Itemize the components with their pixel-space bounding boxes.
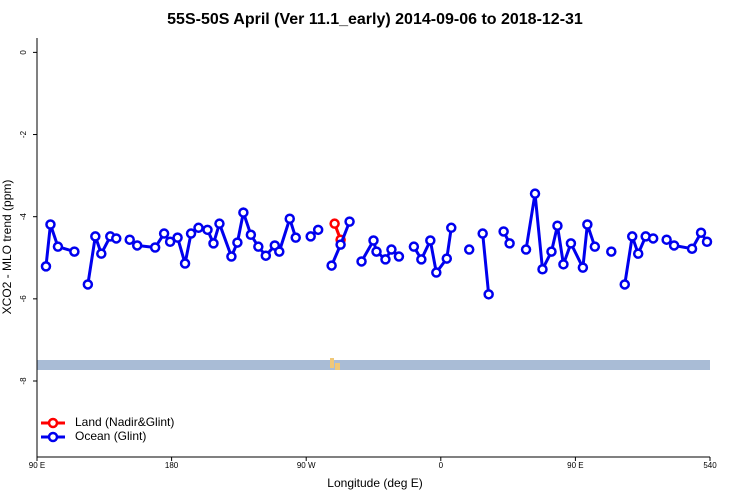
point xyxy=(368,235,379,246)
point xyxy=(90,231,101,242)
point xyxy=(483,289,494,300)
point xyxy=(661,234,672,245)
y-tick-label: -2 xyxy=(19,130,28,138)
point xyxy=(284,213,295,224)
point xyxy=(260,250,272,261)
point xyxy=(82,279,94,290)
point xyxy=(686,243,698,254)
point xyxy=(371,246,382,257)
point xyxy=(326,260,337,271)
point xyxy=(305,231,316,242)
point xyxy=(164,236,176,247)
point xyxy=(124,234,135,245)
point xyxy=(158,228,170,239)
point xyxy=(329,218,340,229)
point xyxy=(626,231,638,242)
point xyxy=(408,241,420,252)
point xyxy=(565,238,577,249)
point xyxy=(214,218,225,229)
point xyxy=(253,241,264,252)
point xyxy=(356,256,367,267)
point xyxy=(238,207,249,218)
point xyxy=(40,261,52,272)
point xyxy=(701,236,713,247)
point xyxy=(131,240,143,251)
point xyxy=(185,228,197,239)
point xyxy=(552,220,563,231)
legend-marker xyxy=(47,417,59,429)
point xyxy=(416,254,427,265)
point xyxy=(193,222,204,234)
point xyxy=(179,258,191,269)
x-tick-label: 90 E xyxy=(29,461,45,470)
x-tick-label: 90 W xyxy=(297,461,316,470)
legend-marker xyxy=(47,431,59,443)
x-axis-label: Longitude (deg E) xyxy=(327,476,422,490)
strip-land xyxy=(335,363,340,370)
y-tick-label: -8 xyxy=(19,377,28,385)
surface-strip xyxy=(37,360,710,370)
legend-label: Ocean (Glint) xyxy=(75,429,146,443)
point xyxy=(577,262,589,273)
point xyxy=(290,232,301,243)
point xyxy=(425,235,436,246)
point xyxy=(344,216,355,227)
point xyxy=(245,229,257,241)
point xyxy=(520,244,532,255)
y-tick-label: -4 xyxy=(19,213,28,221)
y-tick-label: 0 xyxy=(19,50,28,55)
x-tick-label: 180 xyxy=(165,461,179,470)
x-tick-label: 540 xyxy=(703,461,717,470)
point xyxy=(504,238,515,249)
point xyxy=(431,267,442,278)
legend-label: Land (Nadir&Glint) xyxy=(75,415,174,429)
point xyxy=(529,188,541,199)
point xyxy=(606,246,617,257)
point xyxy=(632,248,644,259)
point xyxy=(274,246,285,257)
y-axis-label: XCO2 - MLO trend (ppm) xyxy=(0,180,14,315)
point xyxy=(208,238,219,249)
point xyxy=(619,279,631,290)
point xyxy=(111,233,122,244)
point xyxy=(463,244,475,255)
point xyxy=(45,219,56,230)
point xyxy=(380,254,391,265)
point xyxy=(668,240,680,251)
point xyxy=(312,224,324,236)
point xyxy=(202,224,213,236)
point xyxy=(226,251,237,262)
point xyxy=(335,239,346,250)
point xyxy=(498,226,509,237)
point xyxy=(69,246,80,257)
point xyxy=(537,264,548,275)
point xyxy=(546,246,557,257)
x-tick-label: 0 xyxy=(439,461,444,470)
point xyxy=(582,219,593,230)
point xyxy=(647,233,659,244)
y-tick-label: -6 xyxy=(19,295,28,303)
point xyxy=(149,242,161,253)
point xyxy=(441,253,453,264)
point xyxy=(589,241,601,252)
point xyxy=(477,228,488,239)
point xyxy=(695,227,707,238)
point xyxy=(52,241,64,252)
chart-title: 55S-50S April (Ver 11.1_early) 2014-09-0… xyxy=(167,11,583,28)
point xyxy=(96,248,107,259)
point xyxy=(232,237,243,248)
point xyxy=(172,232,183,243)
x-tick-label: 90 E xyxy=(567,461,583,470)
point xyxy=(386,244,397,255)
point xyxy=(558,259,569,270)
point xyxy=(393,251,405,262)
strip-land xyxy=(330,358,334,368)
point xyxy=(446,222,457,234)
